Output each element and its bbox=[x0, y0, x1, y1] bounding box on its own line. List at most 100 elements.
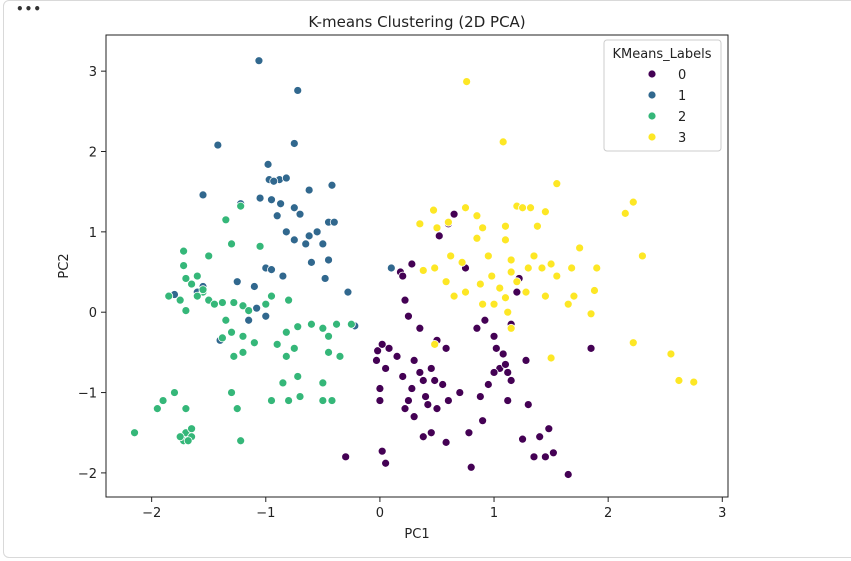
data-point-cluster-0 bbox=[426, 428, 436, 438]
data-point-cluster-3 bbox=[567, 263, 577, 273]
data-point-cluster-2 bbox=[229, 351, 239, 361]
data-point-cluster-2 bbox=[229, 298, 239, 307]
data-point-cluster-3 bbox=[495, 283, 505, 293]
data-point-cluster-2 bbox=[179, 246, 189, 256]
data-point-cluster-0 bbox=[407, 259, 417, 269]
data-point-cluster-2 bbox=[327, 396, 337, 405]
data-point-cluster-0 bbox=[523, 400, 533, 410]
data-point-cluster-3 bbox=[540, 207, 550, 217]
data-point-cluster-1 bbox=[249, 282, 259, 291]
data-point-cluster-0 bbox=[503, 368, 513, 377]
data-point-cluster-0 bbox=[438, 380, 448, 389]
x-axis: −2 −1 0 1 2 3 bbox=[142, 497, 726, 521]
data-point-cluster-0 bbox=[540, 452, 550, 462]
data-point-cluster-3 bbox=[552, 271, 562, 281]
x-tick-label: 3 bbox=[718, 506, 726, 521]
data-point-cluster-1 bbox=[281, 227, 291, 237]
data-point-cluster-3 bbox=[487, 271, 497, 281]
data-point-cluster-3 bbox=[518, 203, 527, 213]
legend-marker-1 bbox=[647, 90, 657, 100]
data-point-cluster-2 bbox=[244, 306, 254, 315]
data-point-cluster-3 bbox=[569, 291, 579, 301]
data-point-cluster-0 bbox=[400, 295, 410, 305]
data-point-cluster-0 bbox=[478, 416, 488, 426]
data-point-cluster-1 bbox=[261, 311, 271, 321]
data-point-cluster-2 bbox=[175, 295, 185, 305]
data-point-cluster-3 bbox=[501, 221, 510, 231]
data-point-cluster-3 bbox=[666, 349, 676, 359]
data-point-cluster-0 bbox=[407, 384, 417, 393]
data-point-cluster-0 bbox=[421, 392, 430, 401]
data-point-cluster-3 bbox=[563, 299, 573, 309]
data-point-cluster-0 bbox=[434, 231, 444, 241]
data-point-cluster-3 bbox=[620, 208, 630, 218]
data-point-cluster-3 bbox=[489, 299, 499, 309]
legend: KMeans_Labels 0 1 2 3 bbox=[603, 39, 722, 152]
legend-box bbox=[603, 39, 722, 152]
data-point-cluster-3 bbox=[689, 377, 699, 387]
data-point-cluster-2 bbox=[181, 306, 191, 315]
data-point-cluster-2 bbox=[175, 432, 185, 442]
data-point-cluster-3 bbox=[540, 291, 550, 301]
data-point-cluster-2 bbox=[272, 339, 282, 349]
data-point-cluster-3 bbox=[475, 279, 485, 289]
data-point-cluster-1 bbox=[304, 185, 314, 195]
data-point-cluster-3 bbox=[546, 353, 556, 363]
data-point-cluster-2 bbox=[164, 291, 174, 301]
data-point-cluster-0 bbox=[544, 424, 554, 434]
x-tick-label: −2 bbox=[142, 506, 161, 521]
data-point-cluster-3 bbox=[512, 277, 522, 287]
data-point-cluster-0 bbox=[464, 428, 474, 438]
data-point-cluster-1 bbox=[329, 217, 339, 227]
data-point-cluster-3 bbox=[590, 286, 599, 295]
data-point-cluster-3 bbox=[478, 299, 488, 309]
data-point-cluster-1 bbox=[343, 287, 353, 297]
y-tick-label: −2 bbox=[78, 467, 97, 482]
data-point-cluster-2 bbox=[218, 298, 227, 307]
data-point-cluster-0 bbox=[489, 331, 499, 341]
data-point-cluster-0 bbox=[377, 446, 387, 456]
data-point-cluster-0 bbox=[384, 343, 394, 353]
data-point-cluster-2 bbox=[227, 327, 236, 337]
data-point-cluster-3 bbox=[443, 217, 453, 227]
data-point-cluster-0 bbox=[563, 470, 573, 479]
data-point-cluster-1 bbox=[254, 56, 264, 66]
data-point-cluster-0 bbox=[430, 376, 440, 385]
data-point-cluster-3 bbox=[457, 257, 467, 267]
x-tick-label: 1 bbox=[490, 506, 498, 521]
data-point-cluster-3 bbox=[628, 338, 638, 348]
data-point-cluster-0 bbox=[415, 323, 425, 333]
y-axis-title: PC2 bbox=[57, 253, 72, 278]
data-point-cluster-0 bbox=[409, 412, 419, 422]
data-point-cluster-0 bbox=[398, 271, 408, 281]
data-point-cluster-2 bbox=[293, 322, 303, 332]
cell-menu-icon[interactable]: ••• bbox=[16, 2, 43, 16]
data-point-cluster-2 bbox=[221, 315, 231, 325]
data-point-cluster-0 bbox=[441, 437, 451, 447]
chart-title: K-means Clustering (2D PCA) bbox=[308, 13, 525, 31]
data-point-cluster-3 bbox=[461, 287, 470, 297]
data-point-cluster-2 bbox=[130, 428, 139, 438]
y-tick-label: 2 bbox=[89, 146, 97, 161]
data-point-cluster-1 bbox=[281, 173, 291, 183]
data-point-cluster-0 bbox=[398, 372, 408, 381]
data-point-cluster-0 bbox=[498, 349, 508, 359]
y-tick-label: −1 bbox=[78, 387, 97, 402]
data-point-cluster-2 bbox=[152, 404, 162, 414]
data-point-cluster-0 bbox=[392, 351, 402, 361]
data-point-cluster-2 bbox=[204, 251, 214, 261]
data-point-cluster-3 bbox=[638, 251, 647, 261]
data-point-cluster-3 bbox=[461, 203, 470, 213]
data-point-cluster-2 bbox=[238, 331, 248, 341]
data-point-cluster-0 bbox=[475, 392, 485, 401]
data-point-cluster-0 bbox=[341, 452, 351, 462]
data-point-cluster-3 bbox=[523, 263, 533, 273]
x-tick-label: −1 bbox=[256, 506, 275, 521]
data-point-cluster-1 bbox=[324, 255, 333, 265]
data-point-cluster-0 bbox=[491, 343, 501, 353]
data-point-cluster-2 bbox=[198, 285, 208, 295]
data-point-cluster-2 bbox=[192, 291, 202, 301]
data-point-cluster-0 bbox=[586, 343, 596, 353]
y-tick-label: 3 bbox=[89, 65, 97, 80]
data-point-cluster-3 bbox=[501, 235, 510, 245]
